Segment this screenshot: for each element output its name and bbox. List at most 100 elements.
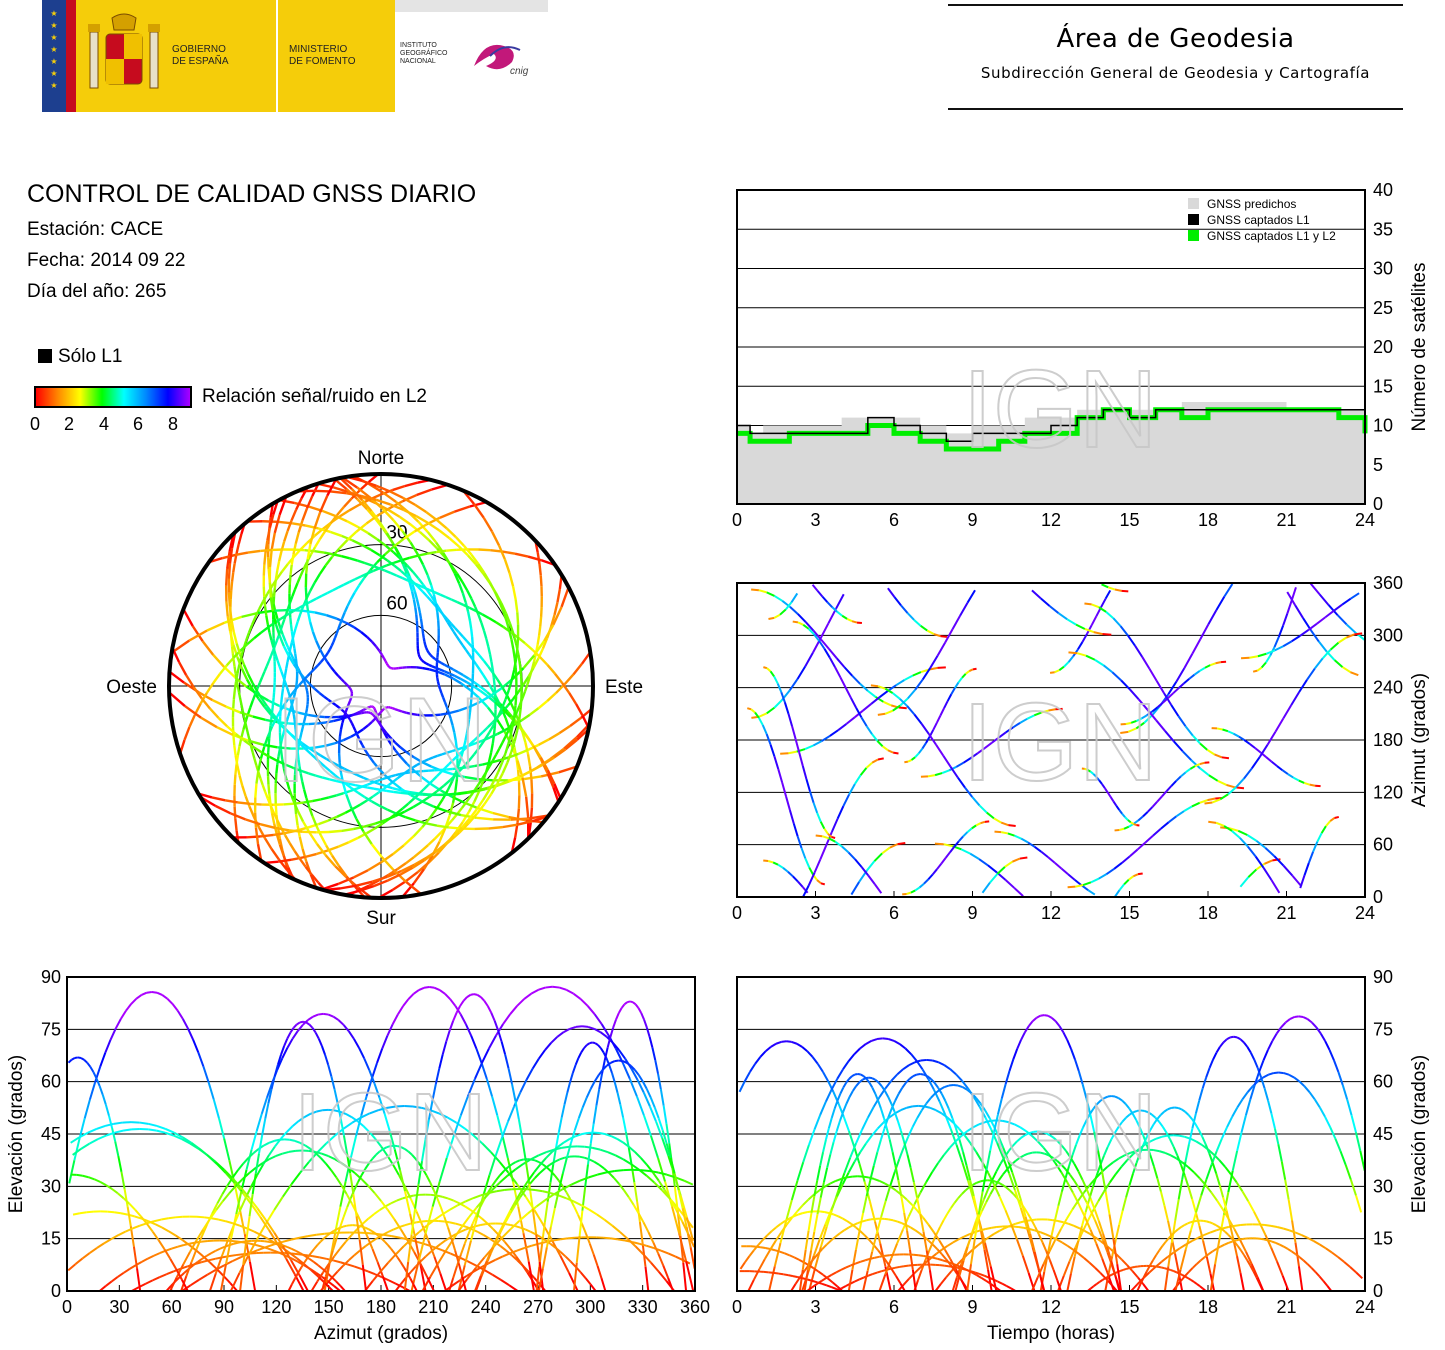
track-segment: [382, 707, 386, 711]
track-segment: [393, 564, 402, 572]
track-segment: [470, 598, 477, 608]
track-segment: [361, 785, 368, 789]
track-segment: [244, 721, 248, 729]
track-segment: [468, 606, 477, 613]
track-segment: [1193, 1219, 1198, 1223]
track-segment: [522, 675, 530, 686]
track-segment: [307, 806, 314, 817]
track-segment: [299, 605, 305, 615]
track-segment: [1299, 874, 1306, 889]
track-segment: [934, 772, 943, 777]
track-segment: [882, 700, 892, 707]
track-segment: [1041, 709, 1049, 714]
track-segment: [355, 522, 368, 533]
track-segment: [422, 854, 434, 870]
track-segment: [151, 990, 158, 994]
track-segment: [397, 709, 403, 713]
track-segment: [339, 477, 353, 490]
track-segment: [284, 695, 292, 704]
ministerio-cell: [278, 0, 395, 112]
track-segment: [322, 655, 329, 663]
track-segment: [548, 732, 560, 741]
track-segment: [500, 698, 507, 709]
track-segment: [486, 706, 498, 719]
track-segment: [246, 707, 252, 715]
track-segment: [175, 1215, 183, 1219]
track-segment: [340, 678, 345, 683]
track-segment: [510, 669, 516, 681]
track-segment: [507, 724, 513, 732]
report-title: CONTROL DE CALIDAD GNSS DIARIO: [27, 180, 477, 208]
track-segment: [361, 744, 367, 752]
track-segment: [479, 689, 489, 698]
track-segment: [296, 575, 302, 584]
track-segment: [411, 584, 417, 593]
track-segment: [504, 613, 512, 625]
track-segment: [268, 514, 275, 528]
track-segment: [306, 611, 312, 623]
track-segment: [437, 684, 442, 690]
track-segment: [337, 583, 345, 589]
track-segment: [1231, 830, 1241, 839]
track-segment: [279, 702, 287, 711]
track-segment: [72, 1212, 81, 1216]
track-segment: [417, 585, 424, 593]
track-segment: [440, 661, 446, 666]
track-segment: [283, 530, 289, 542]
track-segment: [289, 617, 293, 625]
track-segment: [478, 697, 489, 709]
track-segment: [328, 645, 333, 650]
track-segment: [1238, 735, 1245, 741]
track-segment: [1204, 801, 1213, 805]
track-segment: [270, 639, 275, 648]
track-segment: [812, 629, 822, 641]
track-segment: [377, 778, 383, 783]
track-segment: [546, 692, 557, 702]
track-segment: [446, 767, 453, 771]
track-segment: [325, 719, 334, 724]
track-segment: [1215, 661, 1222, 665]
track-segment: [787, 871, 794, 878]
track-segment: [473, 790, 481, 803]
track-segment: [408, 582, 414, 592]
track-segment: [421, 590, 429, 598]
track-segment: [892, 1219, 898, 1223]
track-segment: [894, 1265, 900, 1269]
track-segment: [1350, 671, 1359, 677]
track-segment: [836, 805, 845, 820]
track-segment: [835, 593, 845, 610]
track-segment: [441, 751, 448, 756]
track-segment: [283, 668, 288, 676]
y-tick-label: 20: [1373, 337, 1393, 357]
track-segment: [504, 743, 510, 754]
track-segment: [497, 780, 509, 787]
track-segment: [341, 555, 351, 560]
track-segment: [192, 686, 203, 700]
track-segment: [505, 1223, 511, 1226]
track-segment: [402, 496, 416, 506]
track-segment: [1066, 618, 1077, 626]
track-segment: [1075, 623, 1086, 630]
track-segment: [1281, 769, 1289, 775]
track-segment: [426, 550, 437, 555]
track-segment: [1068, 651, 1078, 655]
track-segment: [316, 715, 325, 719]
track-segment: [516, 820, 533, 826]
track-segment: [468, 620, 473, 630]
track-segment: [411, 712, 418, 717]
track-segment: [343, 681, 348, 686]
track-segment: [1130, 720, 1137, 724]
track-segment: [460, 747, 465, 757]
track-segment: [1265, 655, 1272, 663]
track-segment: [261, 671, 266, 678]
track-segment: [1163, 692, 1172, 706]
track-segment: [1141, 656, 1151, 670]
track-segment: [237, 533, 243, 545]
track-segment: [914, 752, 920, 758]
track-segment: [1120, 730, 1129, 734]
track-segment: [331, 854, 340, 867]
track-segment: [449, 772, 458, 781]
track-segment: [433, 831, 442, 840]
track-segment: [439, 510, 455, 519]
track-segment: [403, 835, 415, 847]
